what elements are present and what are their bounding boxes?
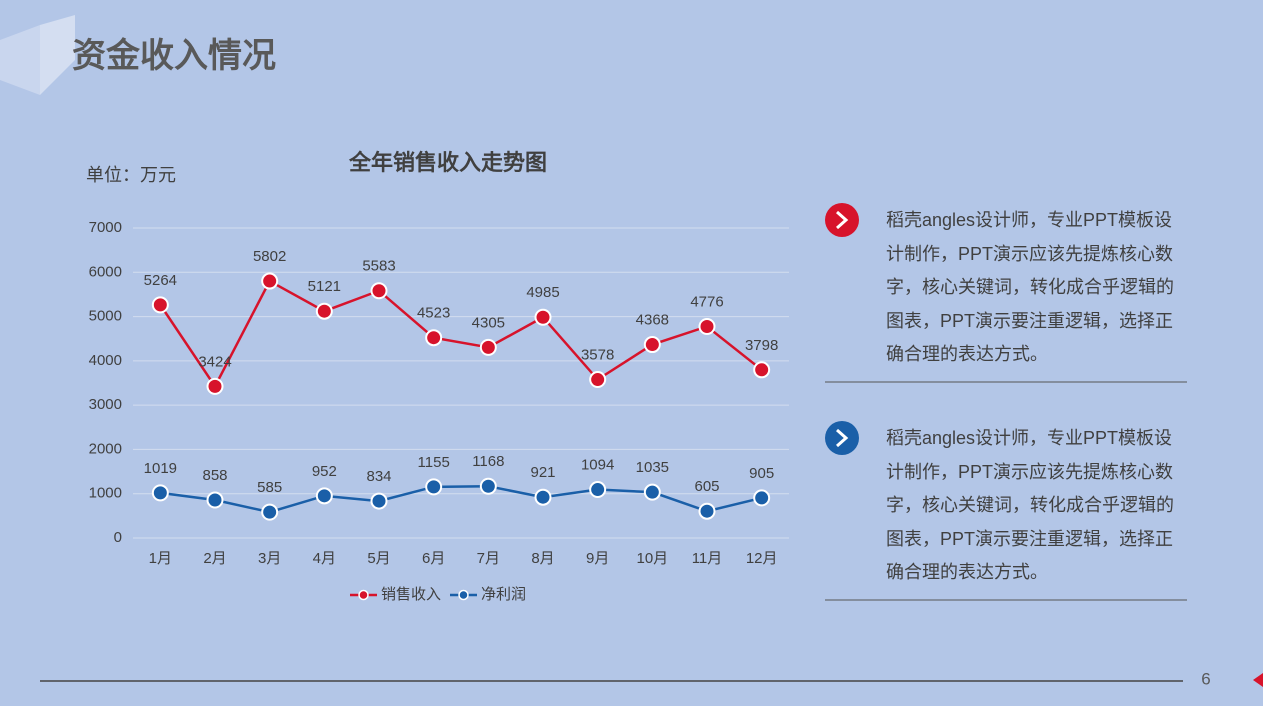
- data-label: 858: [202, 467, 227, 484]
- data-point: [151, 296, 169, 314]
- data-label: 3424: [198, 353, 231, 370]
- legend-marker: [358, 589, 369, 601]
- data-label: 921: [530, 464, 555, 481]
- x-tick-label: 4月: [313, 550, 336, 567]
- data-label: 1155: [418, 454, 450, 471]
- data-label: 1094: [581, 457, 614, 474]
- data-point: [643, 483, 661, 501]
- data-label: 1035: [636, 459, 669, 476]
- data-point: [425, 329, 443, 347]
- y-tick-label: 0: [114, 529, 122, 546]
- unit-label: 单位：万元: [86, 165, 176, 185]
- data-label: 1168: [472, 453, 504, 470]
- legend-label: 销售收入: [381, 586, 441, 603]
- x-tick-label: 7月: [477, 550, 500, 567]
- decor: [1253, 673, 1263, 687]
- data-label: 952: [312, 463, 337, 480]
- x-tick-label: 9月: [586, 550, 609, 567]
- x-tick-label: 6月: [422, 550, 445, 567]
- x-tick-label: 2月: [203, 550, 226, 567]
- bullet-icon: [836, 210, 849, 230]
- data-point: [206, 377, 224, 395]
- bullet-icon: [836, 428, 849, 448]
- x-tick-label: 5月: [367, 550, 390, 567]
- data-point: [370, 282, 388, 300]
- data-label: 3798: [745, 337, 778, 354]
- data-point: [534, 488, 552, 506]
- data-point: [643, 336, 661, 354]
- data-label: 4305: [472, 314, 505, 331]
- bullet-icon: [825, 203, 859, 237]
- data-label: 605: [694, 478, 719, 495]
- data-label: 905: [749, 465, 774, 482]
- y-tick-label: 1000: [89, 485, 122, 502]
- y-tick-label: 4000: [89, 352, 122, 369]
- x-tick-label: 12月: [746, 550, 778, 567]
- data-point: [425, 478, 443, 496]
- data-point: [534, 308, 552, 326]
- data-point: [261, 503, 279, 521]
- note-text: 稻壳angles设计师，专业PPT模板设计制作，PPT演示应该先提炼核心数字，核…: [886, 210, 1174, 364]
- data-label: 1019: [144, 460, 177, 477]
- data-label: 4985: [526, 284, 559, 301]
- x-tick-label: 3月: [258, 550, 281, 567]
- data-point: [479, 338, 497, 356]
- series-line: [160, 485, 762, 514]
- page-number: 6: [1201, 669, 1210, 688]
- x-tick-label: 1月: [149, 550, 172, 567]
- x-tick-label: 11月: [692, 550, 723, 567]
- data-label: 585: [257, 479, 282, 496]
- bullet-icon: [825, 421, 859, 455]
- data-point: [753, 361, 771, 379]
- data-point: [370, 492, 388, 510]
- y-tick-label: 7000: [89, 219, 122, 236]
- data-label: 4523: [417, 305, 450, 322]
- data-label: 4368: [636, 312, 669, 329]
- data-label: 5802: [253, 248, 286, 265]
- data-point: [753, 489, 771, 507]
- data-label: 834: [366, 468, 391, 485]
- series-line: [159, 279, 763, 389]
- page-title: 资金收入情况: [72, 36, 276, 75]
- data-point: [698, 502, 716, 520]
- data-point: [151, 484, 169, 502]
- data-point: [315, 302, 333, 320]
- data-point: [589, 481, 607, 499]
- data-point: [206, 491, 224, 509]
- chart-title: 全年销售收入走势图: [348, 150, 547, 175]
- data-label: 4776: [690, 293, 723, 310]
- data-label: 5264: [144, 272, 177, 289]
- legend-label: 净利润: [481, 586, 526, 603]
- legend-marker: [458, 589, 469, 601]
- y-tick-label: 6000: [89, 263, 122, 280]
- x-tick-label: 10月: [636, 550, 668, 567]
- data-point: [698, 317, 716, 335]
- data-point: [589, 371, 607, 389]
- x-tick-label: 8月: [531, 550, 554, 567]
- y-tick-label: 2000: [89, 440, 122, 457]
- decor: [0, 25, 40, 95]
- data-point: [479, 477, 497, 495]
- note-text: 稻壳angles设计师，专业PPT模板设计制作，PPT演示应该先提炼核心数字，核…: [886, 428, 1174, 582]
- data-point: [261, 272, 279, 290]
- data-point: [315, 487, 333, 505]
- y-tick-label: 3000: [89, 396, 122, 413]
- y-tick-label: 5000: [89, 308, 122, 325]
- decor: [40, 15, 75, 95]
- data-label: 5121: [308, 278, 341, 295]
- data-label: 3578: [581, 347, 614, 364]
- data-label: 5583: [362, 258, 395, 275]
